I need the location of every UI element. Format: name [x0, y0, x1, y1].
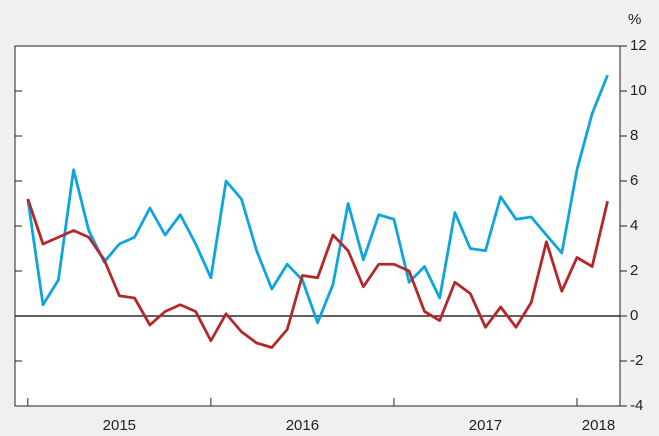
- x-tick-label: 2015: [103, 417, 136, 434]
- y-tick-label: 4: [630, 217, 638, 234]
- y-tick-label: 12: [630, 37, 647, 54]
- y-tick-label: 6: [630, 172, 638, 189]
- x-tick-label: 2018: [582, 417, 615, 434]
- plot-border: [14, 45, 621, 407]
- line-series: [26, 74, 609, 325]
- y-tick-label: -4: [630, 397, 643, 414]
- y-tick-label: 2: [630, 262, 638, 279]
- plot-area: [15, 46, 620, 406]
- x-tick-label: 2016: [286, 417, 319, 434]
- y-tick-label: 10: [630, 82, 647, 99]
- y-tick-label: 8: [630, 127, 638, 144]
- y-tick-label: 0: [630, 307, 638, 324]
- x-tick-label: 2017: [469, 417, 502, 434]
- y-axis-label: %: [628, 11, 641, 28]
- y-tick-label: -2: [630, 352, 643, 369]
- line-series: [26, 198, 609, 349]
